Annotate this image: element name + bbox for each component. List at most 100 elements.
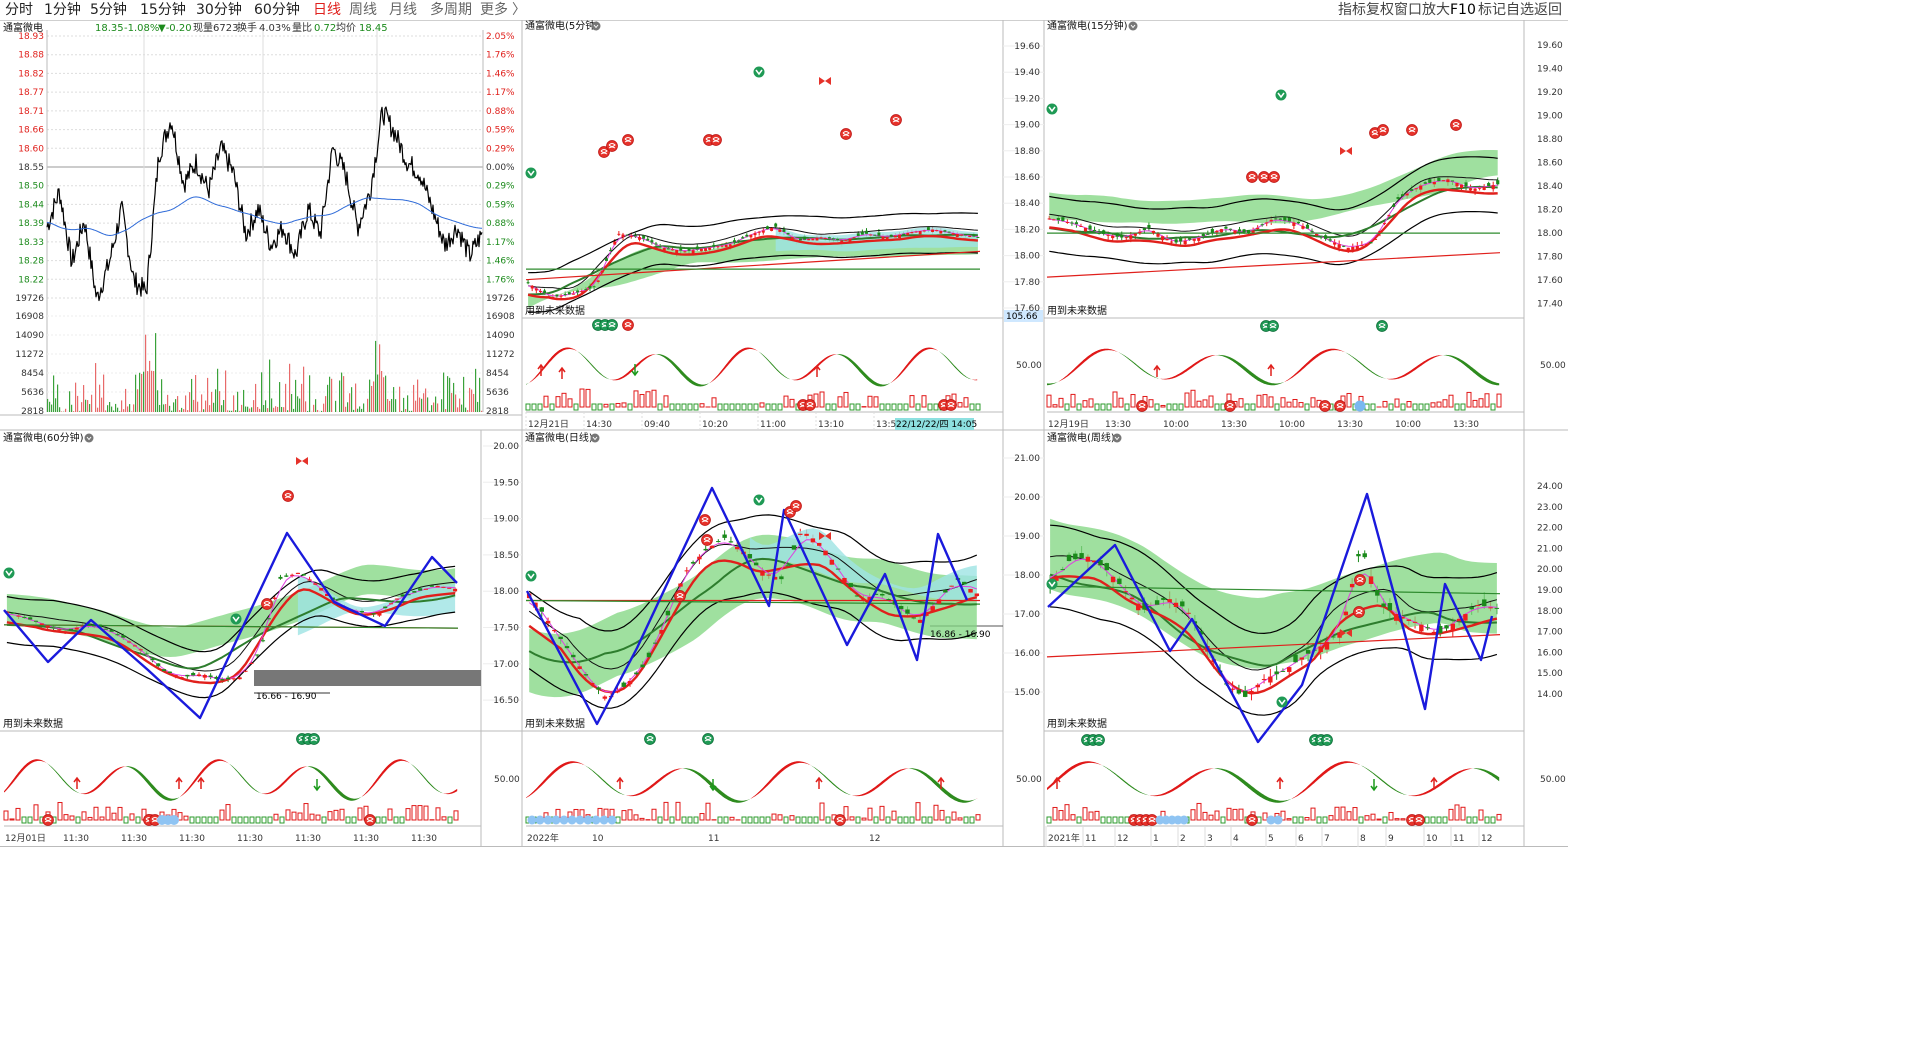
oscillator-band bbox=[1190, 776, 1192, 780]
oscillator-band bbox=[1189, 776, 1191, 781]
period-tab-6[interactable]: 日线 bbox=[313, 2, 341, 18]
volume-bar bbox=[463, 376, 465, 412]
candle-body bbox=[1073, 553, 1078, 560]
oscillator-band bbox=[695, 382, 697, 386]
oscillator-band bbox=[1088, 761, 1090, 763]
oscillator-band bbox=[1427, 359, 1429, 362]
candle-body bbox=[823, 237, 827, 239]
oscillator-band bbox=[1147, 372, 1149, 375]
period-tab-10[interactable]: 更多 bbox=[480, 2, 508, 18]
period-tab-1[interactable]: 1分钟 bbox=[44, 2, 81, 18]
oscillator-band bbox=[1201, 770, 1203, 773]
oscillator-band bbox=[1267, 381, 1269, 385]
icon-glyph bbox=[937, 776, 945, 789]
oscillator-band bbox=[1407, 372, 1409, 375]
blue-circle-icon bbox=[583, 815, 593, 825]
oscillator-band bbox=[1426, 359, 1428, 363]
oscillator-band bbox=[604, 376, 606, 378]
chevron-down-icon[interactable] bbox=[591, 21, 601, 31]
oscillator-bar bbox=[1214, 810, 1220, 821]
oscillator-band bbox=[782, 374, 784, 376]
oscillator-band bbox=[1365, 366, 1367, 369]
oscillator-band bbox=[693, 769, 695, 773]
oscillator-band bbox=[300, 767, 302, 770]
oscillator-band bbox=[1339, 349, 1341, 351]
volume-bar bbox=[223, 399, 225, 412]
oscillator-band bbox=[41, 760, 43, 762]
oscillator-band bbox=[1216, 768, 1218, 769]
icon-glyph bbox=[1340, 147, 1352, 155]
oscillator-band bbox=[953, 795, 955, 800]
oscillator-band bbox=[966, 376, 968, 378]
oscillator-band bbox=[1166, 791, 1168, 795]
period-tab-9[interactable]: 多周期 bbox=[430, 2, 472, 18]
back-button[interactable]: 返回 bbox=[1534, 2, 1562, 18]
oscillator-band bbox=[1140, 791, 1142, 793]
time-axis-label: 9 bbox=[1388, 834, 1394, 844]
oscillator-band bbox=[1396, 790, 1398, 792]
oscillator-band bbox=[936, 781, 938, 787]
mark-button[interactable]: 标记 bbox=[1478, 2, 1506, 18]
price-axis-label: 18.44 bbox=[18, 200, 44, 210]
candle-body bbox=[1328, 239, 1332, 241]
period-tab-2[interactable]: 5分钟 bbox=[90, 2, 127, 18]
oscillator-band bbox=[664, 355, 666, 359]
oscillator-band bbox=[725, 794, 727, 799]
oscillator-band bbox=[963, 374, 965, 376]
oscillator-band bbox=[680, 768, 682, 769]
period-tab-8[interactable]: 月线 bbox=[389, 2, 417, 18]
window-button[interactable]: 窗口 bbox=[1394, 2, 1422, 18]
icon-glyph bbox=[310, 736, 318, 740]
period-tab-7[interactable]: 周线 bbox=[349, 2, 377, 18]
oscillator-band bbox=[1082, 360, 1084, 365]
oscillator-band bbox=[1371, 771, 1373, 773]
chevron-down-icon[interactable] bbox=[84, 433, 94, 443]
oscillator-band bbox=[1071, 766, 1073, 771]
oscillator-band bbox=[718, 788, 720, 794]
volume-bar bbox=[307, 411, 309, 412]
oscillator-band bbox=[893, 379, 895, 382]
oscillator-band bbox=[1195, 773, 1197, 777]
oscillator-band bbox=[1430, 357, 1432, 360]
period-tab-11[interactable]: 〉 bbox=[512, 2, 526, 18]
oscillator-bar bbox=[765, 816, 771, 824]
icon-body bbox=[1276, 696, 1288, 708]
icon-glyph bbox=[1269, 326, 1277, 329]
oscillator-band bbox=[848, 357, 850, 361]
oscillator-band bbox=[582, 763, 584, 765]
oscillator-band bbox=[847, 356, 849, 360]
period-tab-3[interactable]: 15分钟 bbox=[140, 2, 186, 18]
oscillator-band bbox=[897, 375, 899, 379]
period-tab-0[interactable]: 分时 bbox=[5, 2, 33, 18]
period-tab-4[interactable]: 30分钟 bbox=[196, 2, 242, 18]
candle-body bbox=[150, 658, 155, 661]
oscillator-band bbox=[1438, 783, 1440, 788]
chevron-down-icon[interactable] bbox=[590, 433, 600, 443]
oscillator-band bbox=[1071, 370, 1073, 374]
f10-button[interactable]: F10 bbox=[1450, 2, 1476, 18]
oscillator-band bbox=[783, 374, 785, 377]
oscillator-band bbox=[938, 350, 940, 352]
oscillator-bar bbox=[1172, 403, 1178, 411]
volume-bar bbox=[57, 384, 59, 412]
oscillator-bar bbox=[1220, 816, 1226, 824]
oscillator-band bbox=[807, 372, 809, 376]
oscillator-band bbox=[875, 786, 877, 790]
oscillator-band bbox=[1302, 790, 1304, 793]
chevron-down-icon[interactable] bbox=[1128, 21, 1138, 31]
price-axis-label: 17.80 bbox=[1537, 253, 1563, 263]
oscillator-band bbox=[1231, 771, 1233, 776]
zoom-button[interactable]: 放大 bbox=[1422, 2, 1450, 18]
oscillator-bar bbox=[921, 395, 927, 408]
watchlist-button[interactable]: 自选 bbox=[1506, 2, 1534, 18]
adjust-button[interactable]: 复权 bbox=[1366, 2, 1394, 18]
indicator-button[interactable]: 指标 bbox=[1338, 2, 1366, 18]
period-tab-5[interactable]: 60分钟 bbox=[254, 2, 300, 18]
oscillator-band bbox=[252, 787, 254, 789]
candle-body bbox=[39, 623, 44, 625]
oscillator-band bbox=[877, 383, 879, 387]
oscillator-band bbox=[135, 768, 137, 772]
oscillator-band bbox=[215, 759, 217, 763]
chevron-down-icon[interactable] bbox=[1112, 433, 1122, 443]
